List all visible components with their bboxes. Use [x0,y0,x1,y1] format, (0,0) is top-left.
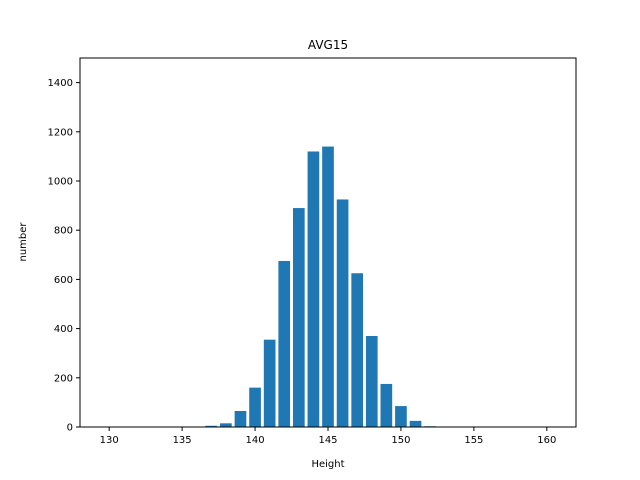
x-tick-label: 150 [391,435,410,446]
y-tick-label: 1200 [48,127,73,138]
chart-title: AVG15 [308,38,348,52]
bar [395,406,407,427]
bar [205,425,218,427]
x-tick-label: 135 [173,435,192,446]
bar [278,260,291,427]
x-tick-label: 140 [246,435,265,446]
bar [234,411,247,427]
bars-group [205,146,436,428]
y-tick-label: 1400 [48,78,73,89]
bar [263,339,276,427]
x-tick-label: 155 [464,435,483,446]
bar [292,208,305,427]
x-axis-label: Height [311,459,344,470]
y-tick-label: 800 [54,226,73,237]
x-tick-label: 145 [318,435,337,446]
bar [351,273,364,427]
y-tick-label: 0 [67,423,73,434]
y-tick-label: 200 [54,373,73,384]
bar [336,199,349,427]
y-axis-label: number [18,222,29,262]
bar [322,146,334,427]
bar [409,420,422,427]
y-tick-label: 1000 [48,177,73,188]
bar [365,335,378,427]
bar [249,387,261,427]
y-axis: 0 200 400 600 800 1000 1200 1400 [48,78,80,434]
x-tick-label: 160 [537,435,556,446]
y-tick-label: 400 [54,324,73,335]
bar [220,423,232,427]
y-tick-label: 600 [54,275,73,286]
bar [380,383,393,427]
x-tick-label: 130 [100,435,119,446]
x-axis: 130 135 140 145 150 155 160 [100,427,556,446]
bar [307,151,320,428]
